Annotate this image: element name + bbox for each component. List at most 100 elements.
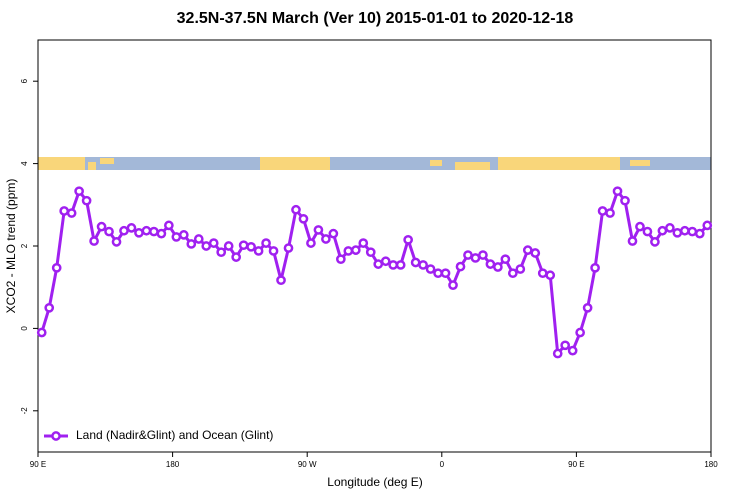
- point: [343, 246, 354, 256]
- point: [530, 248, 541, 258]
- x-tick-label: 90 W: [298, 460, 317, 469]
- y-tick-label: 2: [20, 243, 29, 248]
- point: [605, 208, 615, 218]
- legend-label: Land (Nadir&Glint) and Ocean (Glint): [76, 428, 273, 442]
- point: [193, 234, 204, 244]
- point: [635, 221, 645, 232]
- point: [515, 264, 526, 274]
- point: [425, 264, 436, 274]
- point: [522, 245, 533, 255]
- point: [470, 253, 481, 263]
- point: [500, 254, 511, 265]
- point: [178, 230, 189, 240]
- point: [171, 232, 182, 242]
- point: [433, 268, 443, 279]
- point: [612, 186, 623, 197]
- point: [582, 302, 593, 313]
- point: [141, 225, 152, 236]
- x-tick-label: 180: [166, 460, 180, 469]
- point: [395, 260, 406, 270]
- legend-marker: [51, 431, 61, 441]
- point: [597, 206, 608, 216]
- point: [298, 213, 309, 224]
- point: [440, 268, 451, 279]
- point: [208, 238, 219, 248]
- point: [418, 260, 428, 270]
- plot-frame: [37, 39, 712, 453]
- point: [365, 247, 376, 258]
- point: [358, 238, 369, 248]
- x-axis-label: Longitude (deg E): [327, 475, 422, 489]
- point: [493, 262, 503, 272]
- point: [672, 227, 683, 238]
- point: [201, 241, 212, 251]
- point: [126, 223, 137, 233]
- x-tick-label: 90 E: [30, 460, 46, 469]
- point: [223, 241, 234, 251]
- point: [156, 228, 167, 239]
- point: [567, 345, 578, 356]
- point: [403, 234, 413, 245]
- point: [261, 238, 271, 248]
- point: [537, 268, 548, 279]
- point: [665, 223, 675, 233]
- point: [149, 226, 159, 237]
- point: [313, 225, 324, 235]
- point: [410, 257, 421, 268]
- point: [216, 247, 227, 258]
- point: [478, 250, 488, 260]
- point: [291, 204, 301, 215]
- point: [694, 228, 705, 239]
- point: [44, 302, 55, 313]
- point: [620, 195, 630, 206]
- point: [650, 237, 660, 247]
- point: [448, 280, 458, 290]
- point: [89, 236, 99, 246]
- point: [545, 270, 556, 281]
- point: [642, 226, 653, 237]
- y-axis-label: XCO2 - MLO trend (ppm): [4, 179, 18, 314]
- point: [253, 246, 264, 256]
- point: [679, 225, 690, 236]
- point: [657, 225, 668, 236]
- point: [321, 234, 331, 244]
- point: [119, 225, 129, 236]
- point: [328, 228, 339, 239]
- x-tick-label: 0: [440, 460, 445, 469]
- point: [380, 256, 391, 267]
- point: [74, 186, 84, 197]
- point: [66, 208, 77, 218]
- chart-title: 32.5N-37.5N March (Ver 10) 2015-01-01 to…: [177, 10, 574, 27]
- x-tick-label: 180: [704, 460, 718, 469]
- y-tick-label: 0: [20, 326, 29, 331]
- point: [186, 239, 197, 249]
- point: [246, 241, 256, 252]
- point: [463, 250, 473, 260]
- point: [373, 259, 384, 269]
- point: [350, 245, 361, 255]
- point: [455, 261, 466, 272]
- point: [575, 327, 585, 338]
- point: [627, 236, 638, 246]
- point: [59, 206, 70, 216]
- point: [507, 268, 518, 279]
- point: [552, 348, 563, 359]
- point: [81, 195, 92, 206]
- point: [134, 227, 144, 238]
- point: [336, 254, 346, 265]
- point: [104, 226, 114, 237]
- y-tick-label: 4: [20, 161, 29, 166]
- point: [306, 238, 316, 248]
- point: [238, 240, 249, 251]
- point: [388, 260, 399, 270]
- point: [231, 252, 242, 262]
- point: [276, 275, 286, 286]
- point: [111, 237, 122, 247]
- point: [51, 262, 62, 273]
- point: [687, 226, 698, 237]
- land-ocean-strip: [38, 157, 711, 170]
- point: [590, 262, 600, 273]
- x-tick-label: 90 E: [568, 460, 584, 469]
- point: [164, 220, 174, 231]
